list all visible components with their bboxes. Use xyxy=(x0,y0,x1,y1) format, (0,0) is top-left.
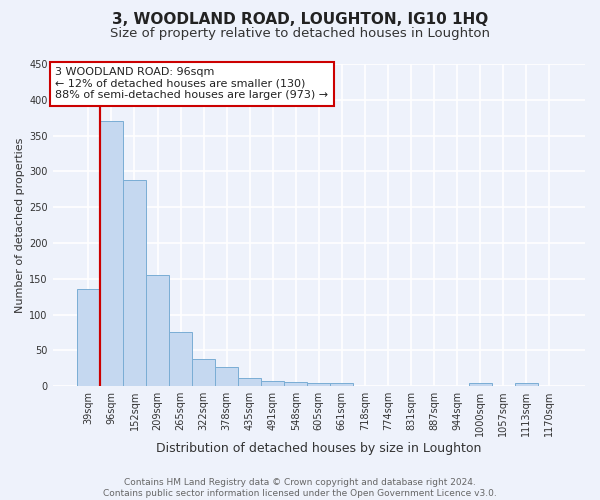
Bar xyxy=(331,382,353,386)
Bar xyxy=(238,378,261,386)
Y-axis label: Number of detached properties: Number of detached properties xyxy=(15,138,25,312)
Text: Contains HM Land Registry data © Crown copyright and database right 2024.
Contai: Contains HM Land Registry data © Crown c… xyxy=(103,478,497,498)
Bar xyxy=(284,382,307,386)
Bar xyxy=(123,180,146,386)
Bar xyxy=(515,382,538,386)
Text: Size of property relative to detached houses in Loughton: Size of property relative to detached ho… xyxy=(110,28,490,40)
Text: 3, WOODLAND ROAD, LOUGHTON, IG10 1HQ: 3, WOODLAND ROAD, LOUGHTON, IG10 1HQ xyxy=(112,12,488,28)
Bar xyxy=(146,275,169,386)
Bar xyxy=(261,381,284,386)
Bar xyxy=(192,359,215,386)
Bar xyxy=(77,290,100,386)
Bar xyxy=(307,382,331,386)
X-axis label: Distribution of detached houses by size in Loughton: Distribution of detached houses by size … xyxy=(156,442,482,455)
Bar xyxy=(100,122,123,386)
Text: 3 WOODLAND ROAD: 96sqm
← 12% of detached houses are smaller (130)
88% of semi-de: 3 WOODLAND ROAD: 96sqm ← 12% of detached… xyxy=(55,67,328,100)
Bar xyxy=(469,382,491,386)
Bar xyxy=(215,367,238,386)
Bar xyxy=(169,332,192,386)
